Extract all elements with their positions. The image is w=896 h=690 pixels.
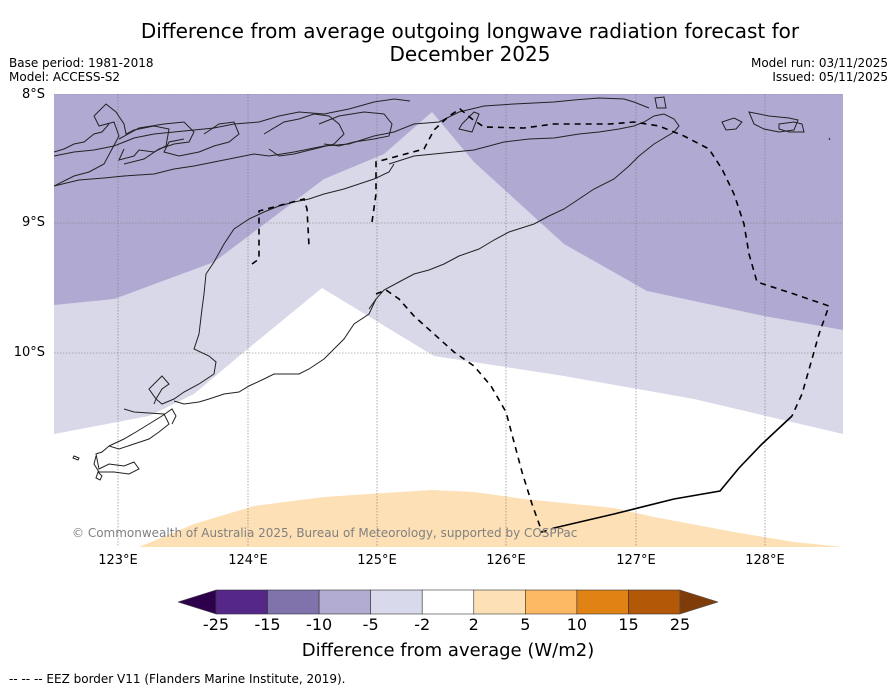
coastline-island-i: [748, 111, 799, 133]
copyright-notice: © Commonwealth of Australia 2025, Bureau…: [72, 526, 578, 540]
colorbar-tick-label: 15: [618, 615, 639, 634]
coastline-island-d: [263, 113, 345, 157]
colorbar-segment: [318, 589, 371, 615]
model-name: Model: ACCESS-S2: [9, 70, 121, 84]
coastline-timor-south-coast: [248, 163, 395, 220]
lon-label-123e: 123°E: [98, 553, 138, 568]
colorbar-segment: [215, 589, 268, 615]
gridlines: [54, 94, 843, 547]
coastline-rote: [93, 408, 170, 475]
colorbar-tick-label: -2: [414, 615, 431, 634]
coastline-island-h: [721, 117, 743, 131]
coastline-island-f: [458, 111, 480, 133]
colorbar-tick-label: 5: [520, 615, 531, 634]
coastline-timor-north: [54, 103, 170, 187]
eez-border: [251, 108, 831, 534]
lon-label-125e: 125°E: [357, 553, 397, 568]
coastline-timor-main: [54, 97, 650, 187]
coastline-rote-2: [108, 408, 177, 447]
colorbar-tick-label: -15: [254, 615, 281, 634]
colorbar-tick-label: 10: [566, 615, 588, 634]
title-line-1: Difference from average outgoing longwav…: [140, 19, 800, 43]
coastline-west-timor: [148, 218, 250, 405]
meta-right: Model run: 03/11/2025 Issued: 05/11/2025: [751, 56, 888, 84]
meta-left: Base period: 1981-2018 Model: ACCESS-S2: [9, 56, 154, 84]
colorbar-segment: [628, 589, 681, 615]
colorbar-segment: [370, 589, 423, 615]
eez-border-solid-south: [553, 415, 793, 529]
coastline-timor-north-coast: [54, 98, 411, 157]
colorbar-extend-low: [178, 589, 217, 615]
lon-label-124e: 124°E: [228, 553, 268, 568]
colorbar-tick-label: -25: [202, 615, 230, 634]
coastline-island-j: [778, 121, 805, 133]
coastline-islet-a: [72, 455, 80, 461]
issued-date: Issued: 05/11/2025: [772, 70, 888, 84]
lat-label-8s: 8°S: [21, 87, 45, 102]
colorbar-segment: [576, 589, 629, 615]
lat-label-9s: 9°S: [21, 215, 45, 230]
lon-label-128e: 128°E: [745, 553, 785, 568]
colorbar-segment: [473, 589, 526, 615]
lat-label-10s: 10°S: [13, 345, 45, 360]
coastline-islet-c: [828, 137, 831, 141]
colorbar-extend-high: [679, 589, 718, 615]
colorbar-tick-label: -5: [362, 615, 379, 634]
coastline-island-g: [654, 96, 667, 109]
eez-border-west: [251, 198, 310, 265]
colorbar-segment: [421, 589, 475, 615]
coastline-islet-b: [95, 471, 103, 481]
coastline-island-a: [54, 123, 110, 153]
colorbar-label: Difference from average (W/m2): [301, 640, 595, 661]
lon-label-127e: 127°E: [616, 553, 656, 568]
lon-label-126e: 126°E: [486, 553, 526, 568]
title-line-2: December 2025: [389, 42, 551, 66]
coastline-timor-se: [173, 298, 377, 405]
colorbar-segment: [525, 589, 578, 615]
colorbar-tick-label: 2: [468, 615, 479, 634]
coastline-island-c: [163, 121, 240, 157]
colorbar-tick-label: -10: [306, 615, 333, 634]
model-run: Model run: 03/11/2025: [750, 56, 888, 70]
map: [54, 94, 843, 547]
colorbar: [178, 589, 718, 615]
coastline: [54, 96, 831, 481]
coastline-island-b: [118, 121, 195, 165]
colorbar-segment: [267, 589, 320, 615]
eez-footnote: -- -- -- EEZ border V11 (Flanders Marine…: [9, 672, 346, 686]
base-period: Base period: 1981-2018: [9, 56, 154, 70]
region-medium-purple: [54, 94, 843, 330]
coastline-timor-east: [368, 113, 680, 310]
colorbar-tick-label: 25: [669, 615, 691, 634]
region-orange-light: [139, 490, 843, 547]
chart-title: Difference from average outgoing longwav…: [0, 20, 896, 66]
